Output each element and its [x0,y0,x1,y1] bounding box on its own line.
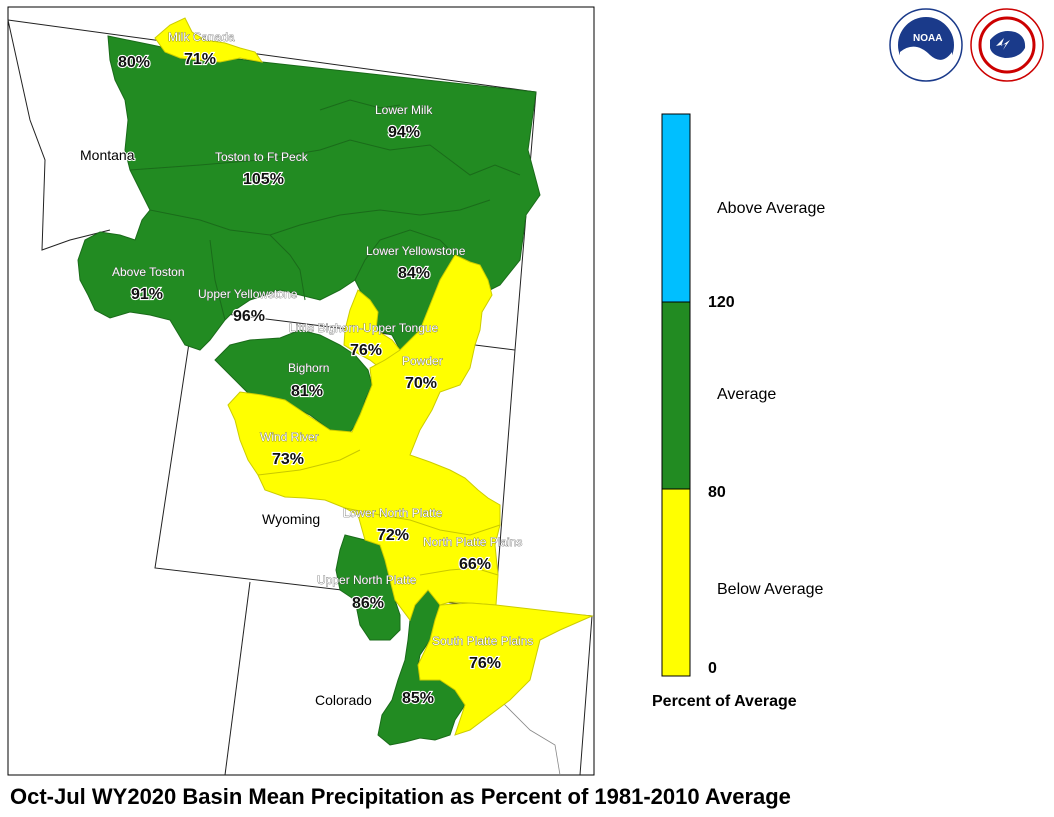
basin-percent-milk-canada: 71% [184,51,216,68]
basin-percent-upper-yellowstone: 96% [233,308,265,325]
basin-name-labels: Milk Canada Lower Milk Toston to Ft Peck… [112,30,534,649]
basin-name-north-platte-plains: North Platte Plains [423,535,522,549]
legend-label-average: Average [717,386,776,403]
basin-name-above-toston: Above Toston [112,265,185,279]
noaa-logo: NOAA [889,8,963,82]
basin-percent-labels: 71% 80% 94% 105% 91% 84% 96% 76% 81% 70%… [117,50,502,708]
legend: Above Average Average Below Average 120 … [652,113,825,710]
basin-name-little-bighorn: Little Bighorn-Upper Tongue [289,321,439,335]
basin-percent-colorado-west: 85% [402,690,434,707]
legend-swatch-average [661,301,691,490]
basin-percent-montana-west: 80% [118,54,150,71]
basin-name-bighorn: Bighorn [288,361,329,375]
noaa-logo-text: NOAA [913,33,942,44]
legend-title: Percent of Average [652,693,797,710]
map-title: Oct-Jul WY2020 Basin Mean Precipitation … [10,784,791,809]
basin-montana-average-region [77,35,541,351]
basin-percent-bighorn: 81% [291,383,323,400]
legend-break-0: 0 [708,660,717,677]
basin-dividers [129,99,521,576]
basin-colorado-average-region [377,589,466,746]
state-label-colorado: Colorado [315,692,372,708]
basin-percent-toston-ft-peck: 105% [243,171,284,188]
legend-swatch-above-average [661,113,691,303]
basin-percent-above-toston: 91% [131,286,163,303]
nws-logo [970,8,1044,82]
basin-name-upper-north-platte: Upper North Platte [317,573,417,587]
basin-name-milk-canada: Milk Canada [168,30,235,44]
basin-percent-north-platte-plains: 66% [459,556,491,573]
basin-milk-canada-region [154,17,264,63]
basin-name-south-platte-plains: South Platte Plains [432,634,533,648]
legend-swatch-below-average [661,488,691,677]
basin-name-toston-ft-peck: Toston to Ft Peck [215,150,309,164]
basin-name-lower-yellowstone: Lower Yellowstone [366,244,466,258]
basin-percent-lower-milk: 94% [388,124,420,141]
legend-label-below-average: Below Average [717,581,824,598]
basin-percent-wind-river: 73% [272,451,304,468]
legend-break-80: 80 [708,484,726,501]
basin-percent-lower-north-platte: 72% [377,527,409,544]
legend-label-above-average: Above Average [717,200,825,217]
basin-name-lower-milk: Lower Milk [375,103,433,117]
basin-name-lower-north-platte: Lower North Platte [343,506,443,520]
basins-below-average-region [154,17,594,736]
basin-percent-little-bighorn: 76% [350,342,382,359]
basin-percent-lower-yellowstone: 84% [398,265,430,282]
basins-average-region [77,35,541,746]
basin-name-powder: Powder [402,354,443,368]
basin-percent-powder: 70% [405,375,437,392]
state-label-wyoming: Wyoming [262,511,320,527]
basin-percent-upper-north-platte: 86% [352,595,384,612]
basin-powder-wind-platte-region [227,254,501,622]
basin-name-wind-river: Wind River [260,430,319,444]
legend-break-120: 120 [708,294,735,311]
basin-south-platte-plains-region [417,602,594,736]
basin-name-upper-yellowstone: Upper Yellowstone [198,287,298,301]
basin-percent-south-platte-plains: 76% [469,655,501,672]
state-label-montana: Montana [80,147,135,163]
